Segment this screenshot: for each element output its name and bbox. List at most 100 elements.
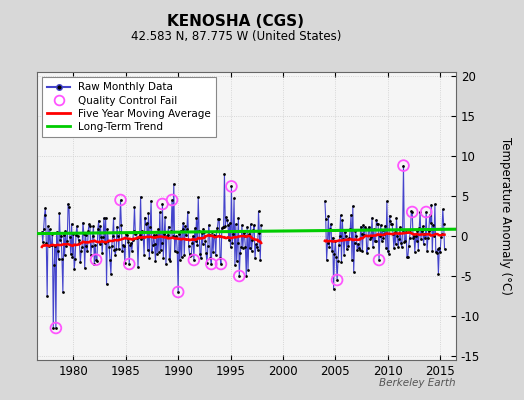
Y-axis label: Temperature Anomaly (°C): Temperature Anomaly (°C) bbox=[499, 137, 512, 295]
Point bbox=[328, 248, 336, 254]
Point bbox=[89, 223, 97, 229]
Point bbox=[107, 271, 115, 277]
Point bbox=[357, 231, 366, 238]
Point bbox=[386, 218, 395, 225]
Point bbox=[51, 243, 59, 250]
Point bbox=[257, 222, 265, 229]
Point bbox=[45, 243, 53, 249]
Point bbox=[188, 240, 196, 246]
Point bbox=[362, 226, 370, 232]
Point bbox=[217, 261, 225, 267]
Point bbox=[66, 234, 74, 240]
Point bbox=[419, 241, 428, 247]
Point bbox=[417, 236, 425, 242]
Point bbox=[353, 247, 362, 254]
Point bbox=[95, 240, 104, 247]
Point bbox=[405, 243, 413, 249]
Point bbox=[178, 254, 186, 260]
Point bbox=[125, 261, 134, 267]
Point bbox=[415, 225, 423, 232]
Point bbox=[374, 220, 383, 227]
Point bbox=[207, 261, 215, 267]
Point bbox=[139, 233, 147, 240]
Point bbox=[396, 224, 404, 230]
Point bbox=[416, 209, 424, 216]
Point bbox=[390, 245, 398, 251]
Point bbox=[322, 256, 331, 263]
Point bbox=[217, 261, 225, 267]
Point bbox=[192, 215, 201, 221]
Point bbox=[394, 244, 402, 250]
Point bbox=[190, 257, 198, 263]
Point bbox=[220, 224, 228, 230]
Point bbox=[99, 234, 107, 240]
Point bbox=[427, 220, 435, 227]
Point bbox=[413, 228, 422, 234]
Point bbox=[116, 197, 125, 203]
Point bbox=[375, 257, 383, 263]
Point bbox=[40, 212, 49, 218]
Point bbox=[350, 268, 358, 275]
Point bbox=[226, 244, 235, 251]
Point bbox=[102, 281, 111, 288]
Point bbox=[181, 223, 189, 230]
Point bbox=[68, 221, 76, 227]
Point bbox=[112, 246, 121, 253]
Point bbox=[179, 220, 188, 226]
Point bbox=[79, 219, 87, 226]
Point bbox=[170, 181, 178, 187]
Point bbox=[206, 255, 215, 261]
Point bbox=[180, 252, 189, 258]
Point bbox=[93, 258, 101, 264]
Point bbox=[94, 218, 103, 224]
Point bbox=[50, 262, 58, 268]
Point bbox=[367, 233, 375, 240]
Point bbox=[327, 221, 335, 227]
Point bbox=[235, 273, 244, 279]
Point bbox=[378, 227, 387, 234]
Point bbox=[228, 240, 236, 246]
Point bbox=[232, 221, 240, 228]
Point bbox=[141, 221, 150, 227]
Point bbox=[329, 234, 337, 241]
Point bbox=[47, 242, 56, 248]
Point bbox=[379, 234, 388, 241]
Point bbox=[220, 171, 228, 177]
Point bbox=[89, 233, 97, 239]
Point bbox=[130, 204, 139, 210]
Point bbox=[65, 204, 73, 210]
Point bbox=[49, 325, 58, 331]
Point bbox=[335, 233, 344, 240]
Point bbox=[381, 222, 389, 229]
Point bbox=[387, 221, 396, 227]
Point bbox=[174, 289, 182, 295]
Point bbox=[209, 248, 217, 255]
Point bbox=[124, 239, 133, 246]
Point bbox=[321, 198, 329, 204]
Point bbox=[428, 248, 436, 254]
Point bbox=[344, 243, 353, 249]
Point bbox=[235, 273, 244, 279]
Point bbox=[52, 325, 60, 331]
Point bbox=[157, 247, 165, 253]
Point bbox=[150, 241, 159, 248]
Point bbox=[372, 216, 380, 223]
Point bbox=[148, 249, 156, 255]
Point bbox=[120, 243, 128, 249]
Point bbox=[67, 251, 75, 257]
Point bbox=[75, 240, 84, 247]
Point bbox=[336, 212, 345, 219]
Point bbox=[246, 245, 254, 252]
Point bbox=[135, 234, 143, 240]
Point bbox=[231, 262, 239, 268]
Point bbox=[98, 250, 106, 256]
Point bbox=[44, 223, 52, 230]
Point bbox=[377, 222, 385, 228]
Point bbox=[440, 245, 449, 252]
Point bbox=[55, 210, 63, 216]
Point bbox=[191, 225, 199, 232]
Point bbox=[224, 222, 232, 228]
Point bbox=[334, 258, 342, 264]
Point bbox=[183, 226, 191, 232]
Point bbox=[119, 242, 127, 248]
